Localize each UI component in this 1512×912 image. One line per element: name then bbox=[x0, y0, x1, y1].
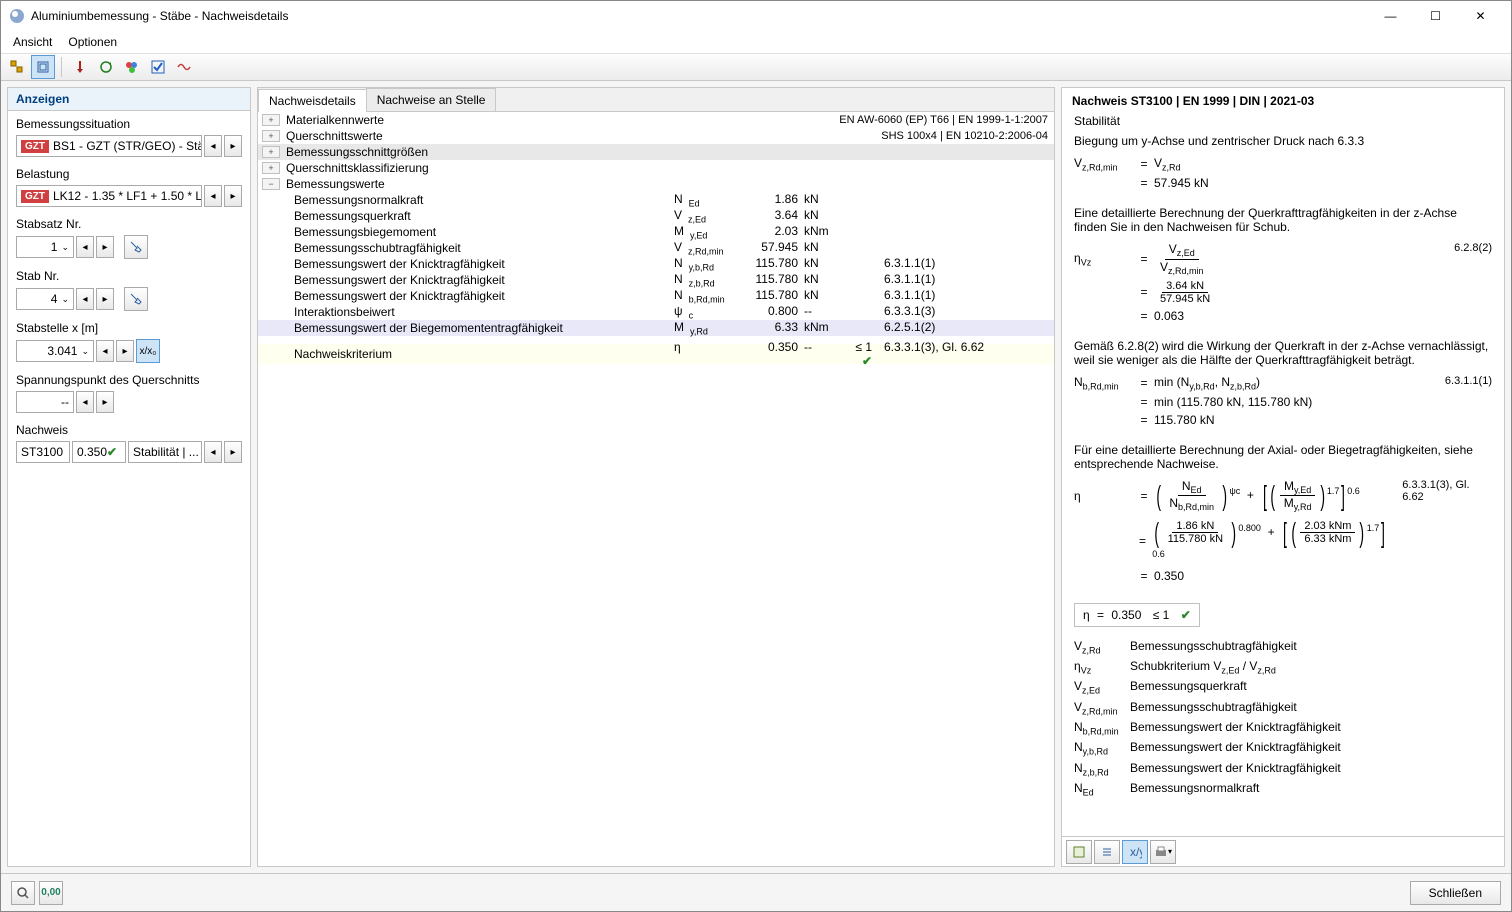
tb-multi-icon[interactable] bbox=[5, 55, 29, 79]
tb-colors-icon[interactable] bbox=[120, 55, 144, 79]
rp-formula-icon[interactable]: x/y bbox=[1122, 840, 1148, 864]
stabstelle-label: Stabstelle x [m] bbox=[16, 321, 242, 335]
titlebar: Aluminiumbemessung - Stäbe - Nachweisdet… bbox=[1, 1, 1511, 31]
nachweis-next[interactable]: ▸ bbox=[224, 441, 242, 463]
app-icon bbox=[9, 8, 25, 24]
svg-text:x/y: x/y bbox=[1130, 845, 1142, 859]
rp-doc-icon[interactable] bbox=[1066, 840, 1092, 864]
belastung-dropdown[interactable]: GZTLK12 - 1.35 * LF1 + 1.50 * LF2...⌄ bbox=[16, 185, 202, 207]
center-panel: Nachweisdetails Nachweise an Stelle +Mat… bbox=[257, 87, 1055, 867]
spannung-input[interactable]: -- bbox=[16, 391, 74, 413]
right-panel-toolbar: x/y ▾ bbox=[1062, 836, 1504, 866]
situation-dropdown[interactable]: GZTBS1 - GZT (STR/GEO) - Ständi...⌄ bbox=[16, 135, 202, 157]
nachweis-prev[interactable]: ◂ bbox=[204, 441, 222, 463]
details-tree: +MaterialkennwerteEN AW-6060 (EP) T66 | … bbox=[258, 112, 1054, 866]
stabsatz-label: Stabsatz Nr. bbox=[16, 217, 242, 231]
tb-check-icon[interactable] bbox=[146, 55, 170, 79]
toolbar bbox=[1, 53, 1511, 81]
menubar: Ansicht Optionen bbox=[1, 31, 1511, 53]
spannung-label: Spannungspunkt des Querschnitts bbox=[16, 373, 242, 387]
tb-moment-icon[interactable] bbox=[94, 55, 118, 79]
window-title: Aluminiumbemessung - Stäbe - Nachweisdet… bbox=[31, 9, 1368, 23]
expand-icon[interactable]: + bbox=[262, 162, 280, 174]
nachweis-label: Nachweis bbox=[16, 423, 242, 437]
stab-input[interactable]: 4⌄ bbox=[16, 288, 74, 310]
stabstelle-prev[interactable]: ◂ bbox=[96, 340, 114, 362]
close-window-button[interactable]: ✕ bbox=[1458, 1, 1503, 31]
maximize-button[interactable]: ☐ bbox=[1413, 1, 1458, 31]
right-panel: Nachweis ST3100 | EN 1999 | DIN | 2021-0… bbox=[1061, 87, 1505, 867]
stabstelle-next[interactable]: ▸ bbox=[116, 340, 134, 362]
stab-next[interactable]: ▸ bbox=[96, 288, 114, 310]
belastung-prev[interactable]: ◂ bbox=[204, 185, 222, 207]
tab-nachweise-stelle[interactable]: Nachweise an Stelle bbox=[366, 88, 497, 111]
expand-icon[interactable]: + bbox=[262, 146, 280, 158]
stabsatz-next[interactable]: ▸ bbox=[96, 236, 114, 258]
stabstelle-input[interactable]: 3.041⌄ bbox=[16, 340, 94, 362]
stabsatz-prev[interactable]: ◂ bbox=[76, 236, 94, 258]
stabsatz-input[interactable]: 1⌄ bbox=[16, 236, 74, 258]
stab-prev[interactable]: ◂ bbox=[76, 288, 94, 310]
rp-print-icon[interactable]: ▾ bbox=[1150, 840, 1176, 864]
tb-wave-icon[interactable] bbox=[172, 55, 196, 79]
sb-decimal-icon[interactable]: 0,00 bbox=[39, 881, 63, 905]
rp-list-icon[interactable] bbox=[1094, 840, 1120, 864]
nachweis-id: ST3100 bbox=[16, 441, 70, 463]
spannung-next[interactable]: ▸ bbox=[96, 391, 114, 413]
collapse-icon[interactable]: − bbox=[262, 178, 280, 190]
situation-next[interactable]: ▸ bbox=[224, 135, 242, 157]
spannung-prev[interactable]: ◂ bbox=[76, 391, 94, 413]
nachweis-eta: 0.350 ✔ bbox=[72, 441, 126, 463]
situation-prev[interactable]: ◂ bbox=[204, 135, 222, 157]
sb-search-icon[interactable] bbox=[11, 881, 35, 905]
belastung-next[interactable]: ▸ bbox=[224, 185, 242, 207]
result-box: η = 0.350 ≤ 1 ✔ bbox=[1074, 603, 1200, 627]
tb-section-icon[interactable] bbox=[31, 55, 55, 79]
right-panel-body: Stabilität Biegung um y-Achse und zentri… bbox=[1062, 114, 1504, 836]
left-panel-header: Anzeigen bbox=[8, 88, 250, 111]
stabsatz-pick-icon[interactable] bbox=[124, 235, 148, 259]
nachweis-type-dropdown[interactable]: Stabilität | ...⌄ bbox=[128, 441, 202, 463]
expand-icon[interactable]: + bbox=[262, 130, 280, 142]
menu-ansicht[interactable]: Ansicht bbox=[5, 33, 60, 51]
tab-nachweisdetails[interactable]: Nachweisdetails bbox=[258, 89, 367, 112]
stab-pick-icon[interactable] bbox=[124, 287, 148, 311]
expand-icon[interactable]: + bbox=[262, 114, 280, 126]
stab-label: Stab Nr. bbox=[16, 269, 242, 283]
stabstelle-xx0-icon[interactable]: x/x₀ bbox=[136, 339, 160, 363]
menu-optionen[interactable]: Optionen bbox=[60, 33, 125, 51]
left-panel: Anzeigen Bemessungssituation GZTBS1 - GZ… bbox=[7, 87, 251, 867]
close-button[interactable]: Schließen bbox=[1410, 881, 1501, 905]
belastung-label: Belastung bbox=[16, 167, 242, 181]
right-panel-header: Nachweis ST3100 | EN 1999 | DIN | 2021-0… bbox=[1062, 94, 1504, 114]
statusbar: 0,00 Schließen bbox=[1, 873, 1511, 911]
tb-force-icon[interactable] bbox=[68, 55, 92, 79]
situation-label: Bemessungssituation bbox=[16, 117, 242, 131]
minimize-button[interactable]: — bbox=[1368, 1, 1413, 31]
